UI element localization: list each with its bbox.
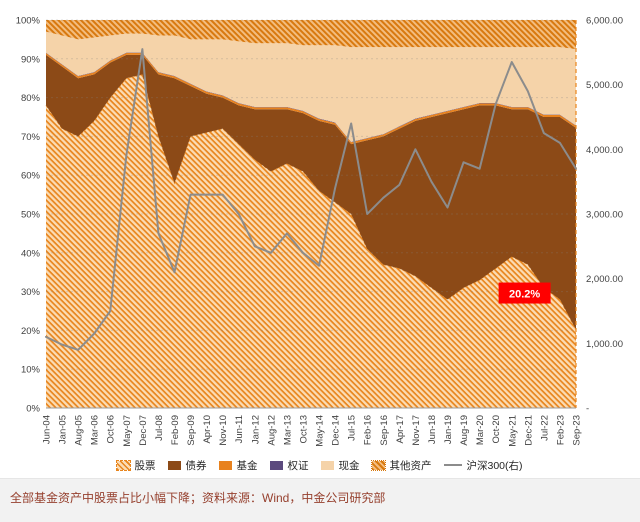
x-tick-label: Dec-14	[331, 415, 342, 446]
area-series	[46, 54, 576, 330]
x-tick-label: Jan-12	[250, 415, 261, 444]
x-tick-label: Jul-08	[154, 415, 165, 441]
y-left-tick-label: 60%	[21, 171, 41, 182]
x-tick-label: Sep-16	[379, 415, 390, 446]
x-tick-label: Jan-19	[443, 415, 454, 444]
y-left-tick-label: 80%	[21, 93, 41, 104]
legend-item: 沪深300(右)	[444, 458, 523, 473]
highlight-label: 20.2%	[509, 289, 540, 301]
legend-item: 债券	[168, 458, 206, 473]
x-tick-label: Nov-17	[411, 415, 422, 446]
legend-swatch	[219, 460, 233, 470]
y-left-tick-label: 0%	[26, 404, 40, 415]
x-tick-label: Jul-15	[347, 415, 358, 441]
y-right-tick-label: 6,000.00	[586, 16, 623, 27]
x-tick-label: Jul-22	[539, 415, 550, 441]
x-tick-label: Aug-05	[74, 415, 85, 446]
legend-label: 现金	[338, 459, 360, 472]
x-tick-label: Feb-16	[363, 415, 374, 445]
legend-label: 股票	[134, 459, 156, 472]
x-tick-label: Oct-06	[106, 415, 117, 444]
legend-label: 其他资产	[389, 459, 432, 472]
legend-item: 其他资产	[371, 458, 432, 473]
x-tick-label: Aug-19	[459, 415, 470, 446]
x-tick-label: Aug-12	[266, 415, 277, 446]
annotation-layer: 20.2%	[498, 282, 551, 304]
x-tick-label: May-21	[507, 415, 518, 447]
chart-panel: 0% 10% 20% 30% 40% 50% 60% 70% 80% 90% 100% - 1,000.…	[0, 15, 640, 478]
y-left-tick-label: 10%	[21, 365, 41, 376]
y-left-tick-label: 90%	[21, 54, 41, 65]
x-tick-label: Feb-09	[170, 415, 181, 445]
chart-legend: 股票 债券 基金 权证 现金 其他资产 沪深300(右)	[0, 452, 640, 478]
x-tick-label: Jun-18	[427, 415, 438, 444]
index-line-layer	[45, 48, 577, 351]
x-tick-label: Dec-07	[138, 415, 149, 446]
y-left-tick-label: 50%	[21, 210, 41, 221]
y-right-tick-label: -	[586, 404, 589, 415]
stacked-areas	[45, 20, 577, 408]
legend-swatch	[270, 460, 284, 470]
x-tick-label: Sep-23	[572, 415, 583, 446]
x-tick-label: Feb-23	[555, 415, 566, 445]
highlight-box	[498, 282, 551, 304]
csi300-line	[45, 48, 577, 351]
fund-asset-allocation-chart: 0% 10% 20% 30% 40% 50% 60% 70% 80% 90% 100% - 1,000.…	[16, 16, 623, 447]
x-tick-label: Mar-20	[475, 415, 486, 445]
legend-swatch	[168, 460, 182, 470]
x-tick-label: Jan-05	[58, 415, 69, 444]
x-tick-label: Oct-20	[491, 415, 502, 444]
x-tick-label: May-14	[315, 415, 326, 447]
legend-item: 权证	[270, 458, 308, 473]
y-right-tick-label: 2,000.00	[586, 274, 623, 285]
x-tick-label: Mar-06	[90, 415, 101, 445]
y-right-tick-label: 5,000.00	[586, 80, 623, 91]
legend-label: 沪深300(右)	[466, 459, 523, 472]
legend-swatch	[116, 459, 132, 471]
legend-label: 权证	[287, 459, 309, 472]
x-tick-label: Sep-09	[186, 415, 197, 446]
y-left-tick-label: 20%	[21, 326, 41, 337]
y-right-tick-label: 3,000.00	[586, 210, 623, 221]
y-right-tick-label: 1,000.00	[586, 339, 623, 350]
y-left-tick-label: 30%	[21, 287, 41, 298]
x-tick-label: Mar-13	[282, 415, 293, 445]
legend-item: 股票	[116, 458, 156, 473]
x-tick-label: Jun-11	[234, 415, 245, 443]
x-tick-label: Jun-04	[42, 415, 53, 444]
legend-swatch	[321, 460, 335, 470]
chart-caption: 全部基金资产中股票占比小幅下降；资料来源：Wind，中金公司研究部	[10, 491, 386, 505]
area-series	[46, 74, 576, 408]
legend-item: 现金	[321, 458, 359, 473]
legend-item: 基金	[219, 458, 257, 473]
x-tick-label: Nov-10	[218, 415, 229, 446]
caption-strip: 全部基金资产中股票占比小幅下降；资料来源：Wind，中金公司研究部	[0, 478, 640, 522]
x-tick-label: Oct-13	[298, 415, 309, 444]
x-tick-label: May-07	[122, 415, 133, 447]
legend-swatch	[371, 459, 387, 471]
y-left-tick-label: 70%	[21, 132, 41, 143]
axes-layer: 0% 10% 20% 30% 40% 50% 60% 70% 80% 90% 100% - 1,000.…	[16, 16, 623, 447]
y-left-tick-label: 100%	[16, 16, 41, 27]
area-series	[46, 20, 576, 50]
x-tick-label: Dec-21	[523, 415, 534, 446]
legend-label: 基金	[236, 459, 258, 472]
area-series	[46, 31, 576, 142]
x-tick-label: Apr-10	[202, 415, 213, 444]
x-tick-label: Apr-17	[395, 415, 406, 444]
y-left-tick-label: 40%	[21, 248, 41, 259]
legend-swatch	[444, 464, 463, 466]
legend-label: 债券	[185, 459, 207, 472]
y-right-tick-label: 4,000.00	[586, 145, 623, 156]
